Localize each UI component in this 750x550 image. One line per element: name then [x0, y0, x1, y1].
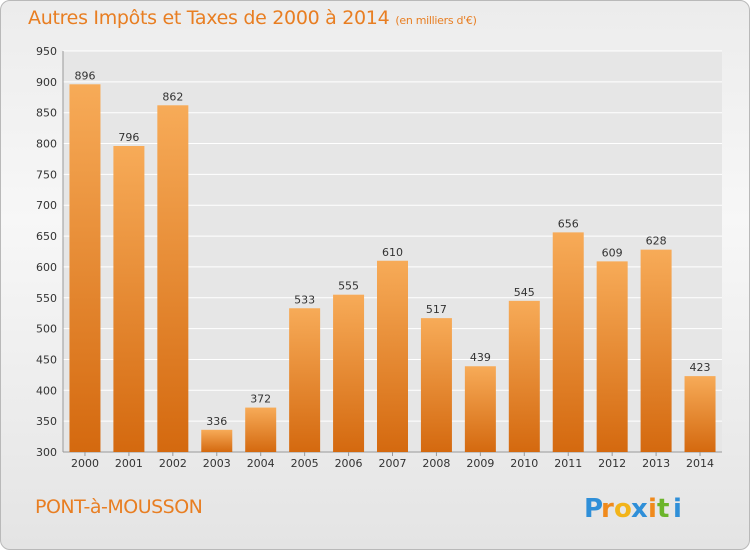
svg-text:o: o	[614, 494, 632, 524]
bar-2006	[333, 294, 365, 452]
y-tick-label: 450	[36, 353, 57, 366]
y-tick-label: 600	[36, 261, 57, 274]
data-label-2001: 796	[118, 131, 139, 144]
bar-2001	[113, 146, 145, 452]
svg-text:i: i	[648, 494, 657, 524]
data-label-2005: 533	[294, 293, 315, 306]
x-tick-label-2002: 2002	[159, 457, 187, 470]
proxiti-logo: P r o x i t i	[584, 494, 682, 524]
x-tick-label-2013: 2013	[642, 457, 670, 470]
bar-2011	[552, 232, 584, 452]
bar-2010	[508, 300, 540, 452]
x-tick-label-2004: 2004	[247, 457, 275, 470]
data-label-2003: 336	[206, 415, 227, 428]
bar-2005	[289, 308, 321, 452]
svg-text:i: i	[673, 494, 682, 524]
bar-2007	[377, 260, 408, 452]
bar-2014	[684, 376, 716, 452]
bar-2002	[157, 105, 189, 452]
y-tick-label: 850	[36, 107, 57, 120]
bar-2012	[596, 261, 628, 452]
city-name: PONT-à-MOUSSON	[35, 496, 203, 518]
svg-text:x: x	[631, 494, 648, 524]
data-label-2000: 896	[74, 69, 95, 82]
y-tick-label: 800	[36, 138, 57, 151]
x-tick-label-2007: 2007	[379, 457, 407, 470]
data-label-2012: 609	[602, 246, 623, 259]
y-tick-label: 950	[36, 45, 57, 58]
chart-title-unit: (en milliers d'€)	[395, 14, 477, 27]
chart-title: Autres Impôts et Taxes de 2000 à 2014 (en…	[28, 7, 477, 29]
y-tick-label: 350	[36, 415, 57, 428]
x-tick-label-2014: 2014	[686, 457, 714, 470]
y-tick-label: 550	[36, 292, 57, 305]
data-label-2013: 628	[646, 235, 667, 248]
data-label-2008: 517	[426, 303, 447, 316]
x-tick-label-2009: 2009	[466, 457, 494, 470]
y-tick-label: 500	[36, 323, 57, 336]
bar-2003	[201, 429, 233, 452]
data-label-2007: 610	[382, 246, 403, 259]
data-label-2009: 439	[470, 351, 491, 364]
data-label-2014: 423	[690, 361, 711, 374]
data-label-2006: 555	[338, 280, 359, 293]
bar-2009	[464, 366, 496, 452]
y-tick-label: 400	[36, 384, 57, 397]
x-tick-label-2010: 2010	[510, 457, 538, 470]
svg-text:r: r	[601, 494, 614, 524]
bar-2000	[69, 84, 101, 452]
x-tick-label-2012: 2012	[598, 457, 626, 470]
x-tick-label-2000: 2000	[71, 457, 99, 470]
x-tick-label-2006: 2006	[335, 457, 363, 470]
x-tick-label-2005: 2005	[291, 457, 319, 470]
x-tick-label-2003: 2003	[203, 457, 231, 470]
y-tick-label: 750	[36, 168, 57, 181]
data-label-2010: 545	[514, 286, 535, 299]
y-tick-label: 650	[36, 230, 57, 243]
y-tick-label: 700	[36, 199, 57, 212]
bar-2008	[420, 318, 452, 452]
x-tick-label-2008: 2008	[422, 457, 450, 470]
data-label-2002: 862	[162, 90, 183, 103]
bar-2004	[245, 407, 277, 452]
svg-text:t: t	[657, 494, 669, 524]
x-tick-label-2011: 2011	[554, 457, 582, 470]
svg-text:P: P	[584, 494, 603, 524]
y-tick-label: 300	[36, 446, 57, 459]
bar-2013	[640, 249, 672, 452]
chart-title-text: Autres Impôts et Taxes de 2000 à 2014	[28, 7, 390, 29]
data-label-2011: 656	[558, 217, 579, 230]
y-tick-label: 900	[36, 76, 57, 89]
data-label-2004: 372	[250, 393, 271, 406]
x-tick-label-2001: 2001	[115, 457, 143, 470]
